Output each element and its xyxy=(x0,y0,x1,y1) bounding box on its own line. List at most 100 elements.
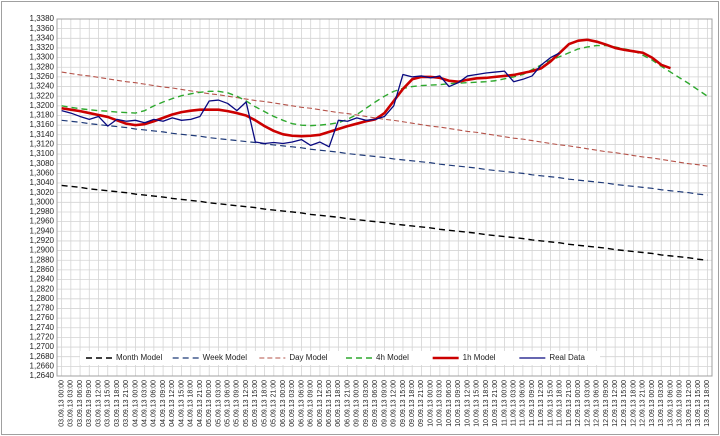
x-tick-label: 09.09.13 12:00 xyxy=(391,380,398,427)
y-tick-label: 1,3180 xyxy=(30,111,55,120)
x-tick-label: 04.09.13 21:00 xyxy=(197,380,204,427)
x-tick-label: 06.09.13 00:00 xyxy=(280,380,287,427)
x-tick-label: 05.09.13 21:00 xyxy=(271,380,278,427)
y-tick-label: 1,2880 xyxy=(30,255,55,264)
x-tick-label: 04.09.13 15:00 xyxy=(178,380,185,427)
x-tick-label: 04.09.13 18:00 xyxy=(188,380,195,427)
x-tick-label: 09.09.13 09:00 xyxy=(381,380,388,427)
y-tick-label: 1,2660 xyxy=(30,361,55,370)
y-tick-label: 1,3000 xyxy=(30,197,55,206)
x-tick-label: 12.09.13 15:00 xyxy=(621,380,628,427)
x-tick-label: 06.09.13 09:00 xyxy=(308,380,315,427)
x-tick-label: 13.09.13 03:00 xyxy=(658,380,665,427)
y-tick-label: 1,2980 xyxy=(30,207,55,216)
x-tick-label: 06.09.13 12:00 xyxy=(317,380,324,427)
series-line xyxy=(61,71,708,167)
x-tick-label: 04.09.13 03:00 xyxy=(141,380,148,427)
legend-label: 1h Model xyxy=(463,353,496,362)
y-tick-label: 1,3060 xyxy=(30,168,55,177)
x-tick-label: 03.09.13 12:00 xyxy=(95,380,102,427)
x-tick-label: 12.09.13 06:00 xyxy=(594,380,601,427)
x-tick-label: 05.09.13 09:00 xyxy=(234,380,241,427)
x-tick-label: 13.09.13 12:00 xyxy=(686,380,693,427)
legend-label: 4h Model xyxy=(376,353,409,362)
x-tick-label: 11.09.13 21:00 xyxy=(566,380,573,426)
y-tick-label: 1,2860 xyxy=(30,265,55,274)
x-tick-label: 12.09.13 21:00 xyxy=(640,380,647,427)
x-tick-label: 09.09.13 15:00 xyxy=(400,380,407,427)
x-tick-label: 13.09.13 09:00 xyxy=(677,380,684,427)
y-tick-label: 1,2720 xyxy=(30,333,55,342)
legend-label: Week Model xyxy=(203,353,248,362)
y-tick-label: 1,3260 xyxy=(30,72,55,81)
y-tick-label: 1,3040 xyxy=(30,178,55,187)
y-tick-label: 1,2800 xyxy=(30,294,55,303)
legend-label: Real Data xyxy=(549,353,585,362)
x-tick-label: 03.09.13 03:00 xyxy=(68,380,75,427)
y-tick-label: 1,3140 xyxy=(30,130,55,139)
x-tick-label: 13.09.13 00:00 xyxy=(649,380,656,427)
y-tick-label: 1,3080 xyxy=(30,159,55,168)
y-tick-label: 1,2960 xyxy=(30,217,55,226)
x-tick-label: 13.09.13 06:00 xyxy=(667,380,674,427)
x-tick-label: 03.09.13 18:00 xyxy=(114,380,121,427)
y-tick-label: 1,3240 xyxy=(30,82,55,91)
x-tick-label: 10.09.13 09:00 xyxy=(455,380,462,427)
x-tick-label: 09.09.13 03:00 xyxy=(363,380,370,427)
x-tick-label: 10.09.13 00:00 xyxy=(427,380,434,427)
y-tick-label: 1,2780 xyxy=(30,304,55,313)
plot-border xyxy=(56,18,713,377)
x-tick-label: 05.09.13 15:00 xyxy=(252,380,259,427)
x-tick-label: 06.09.13 15:00 xyxy=(326,380,333,427)
legend-label: Month Model xyxy=(116,353,162,362)
x-tick-label: 11.09.13 00:00 xyxy=(501,380,508,426)
x-tick-label: 10.09.13 03:00 xyxy=(437,380,444,427)
x-tick-label: 11.09.13 15:00 xyxy=(547,380,554,426)
x-tick-label: 09.09.13 00:00 xyxy=(354,380,361,427)
y-tick-label: 1,3200 xyxy=(30,101,55,110)
y-tick-label: 1,3120 xyxy=(30,140,55,149)
y-tick-label: 1,2680 xyxy=(30,352,55,361)
x-tick-label: 09.09.13 21:00 xyxy=(418,380,425,427)
x-tick-label: 06.09.13 21:00 xyxy=(344,380,351,427)
y-tick-label: 1,2700 xyxy=(30,342,55,351)
series-line xyxy=(61,38,671,138)
x-tick-label: 06.09.13 18:00 xyxy=(335,380,342,427)
series-line xyxy=(61,52,561,148)
series-line xyxy=(61,184,708,261)
x-tick-label: 03.09.13 21:00 xyxy=(123,380,130,427)
legend-label: Day Model xyxy=(289,353,327,362)
x-tick-label: 03.09.13 06:00 xyxy=(77,380,84,427)
y-tick-label: 1,2900 xyxy=(30,246,55,255)
y-tick-label: 1,2820 xyxy=(30,284,55,293)
x-tick-label: 10.09.13 15:00 xyxy=(474,380,481,427)
y-tick-label: 1,3380 xyxy=(30,14,55,23)
y-tick-label: 1,2740 xyxy=(30,323,55,332)
x-tick-label: 10.09.13 12:00 xyxy=(464,380,471,427)
x-tick-label: 03.09.13 00:00 xyxy=(58,380,65,427)
x-tick-label: 12.09.13 18:00 xyxy=(630,380,637,427)
x-tick-label: 05.09.13 06:00 xyxy=(225,380,232,427)
y-tick-label: 1,3020 xyxy=(30,188,55,197)
x-tick-label: 11.09.13 12:00 xyxy=(538,380,545,426)
y-tick-label: 1,3340 xyxy=(30,33,55,42)
y-tick-label: 1,2640 xyxy=(30,371,55,380)
x-tick-label: 10.09.13 21:00 xyxy=(492,380,499,427)
series-line xyxy=(61,44,708,127)
y-tick-label: 1,3300 xyxy=(30,53,55,62)
y-tick-label: 1,2920 xyxy=(30,236,55,245)
x-tick-label: 09.09.13 06:00 xyxy=(372,380,379,427)
x-tick-label: 06.09.13 03:00 xyxy=(289,380,296,427)
x-tick-label: 12.09.13 09:00 xyxy=(603,380,610,427)
y-tick-label: 1,3280 xyxy=(30,62,55,71)
x-tick-label: 11.09.13 03:00 xyxy=(510,380,517,426)
x-tick-label: 05.09.13 18:00 xyxy=(261,380,268,427)
x-tick-label: 13.09.13 15:00 xyxy=(695,380,702,427)
y-tick-label: 1,3160 xyxy=(30,120,55,129)
y-tick-label: 1,3360 xyxy=(30,24,55,33)
y-tick-label: 1,3320 xyxy=(30,43,55,52)
x-tick-label: 13.09.13 18:00 xyxy=(704,380,711,427)
legend: Month Model Week Model Day Model 4h Model 1h… xyxy=(80,351,600,365)
